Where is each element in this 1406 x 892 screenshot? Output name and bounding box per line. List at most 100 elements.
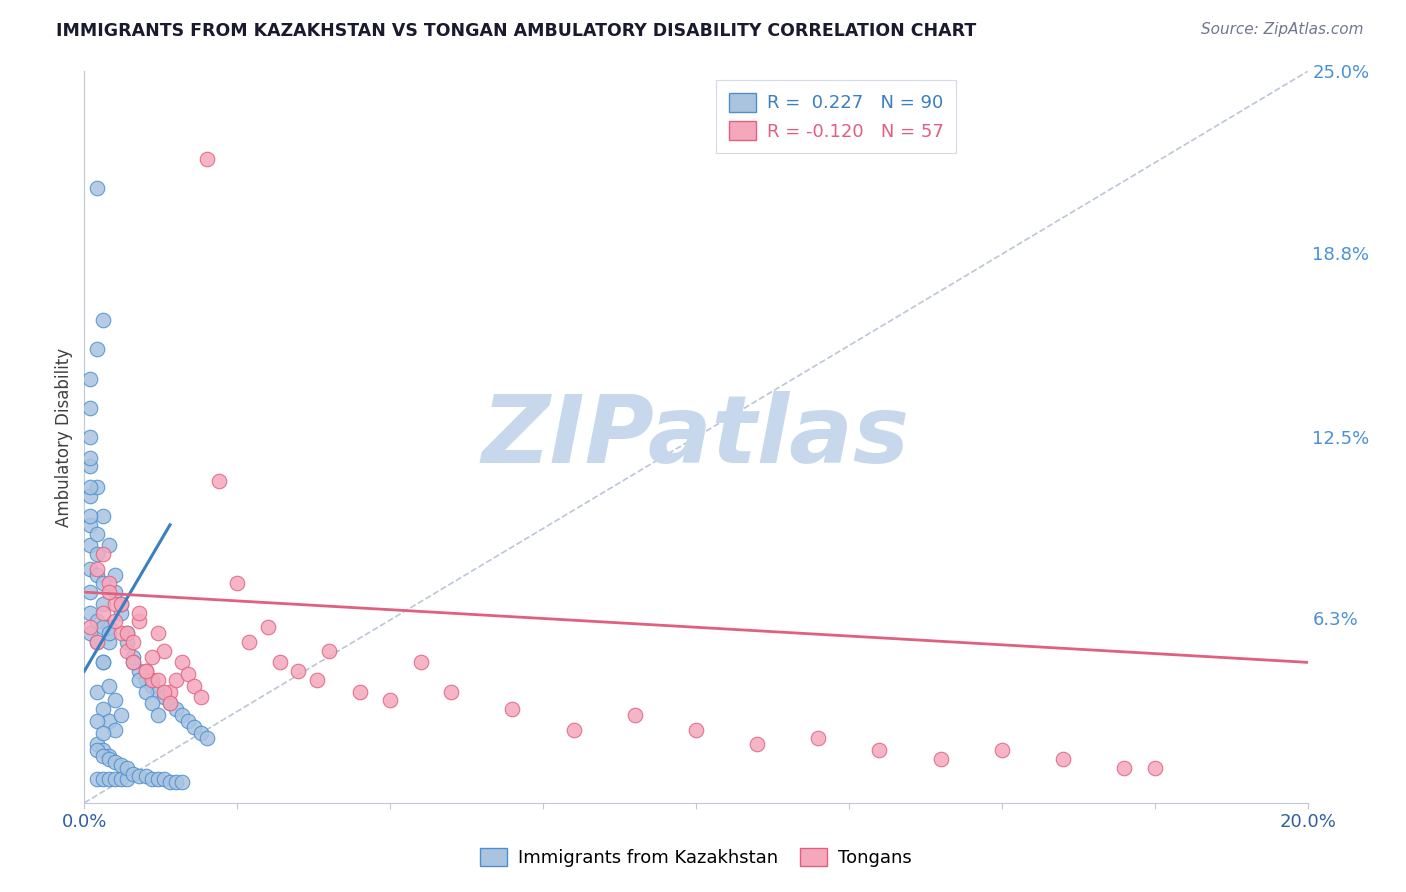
Point bbox=[110, 606, 132, 620]
Point bbox=[91, 620, 114, 634]
Point bbox=[91, 749, 114, 764]
Point bbox=[135, 673, 157, 687]
Point bbox=[91, 772, 114, 787]
Point bbox=[747, 737, 769, 751]
Point bbox=[91, 743, 114, 757]
Point bbox=[146, 684, 169, 698]
Point bbox=[97, 585, 120, 599]
Point bbox=[97, 635, 120, 649]
Point bbox=[104, 723, 127, 737]
Point bbox=[91, 313, 114, 327]
Point bbox=[165, 775, 187, 789]
Point bbox=[86, 343, 108, 357]
Point bbox=[624, 708, 647, 723]
Point bbox=[177, 667, 200, 681]
Point bbox=[115, 761, 138, 775]
Point bbox=[128, 615, 150, 629]
Point bbox=[128, 769, 150, 783]
Point bbox=[141, 649, 163, 664]
Point bbox=[79, 606, 101, 620]
Point bbox=[91, 725, 114, 739]
Point bbox=[79, 430, 101, 444]
Point bbox=[153, 772, 176, 787]
Point bbox=[153, 643, 176, 657]
Point bbox=[159, 696, 181, 710]
Point bbox=[97, 772, 120, 787]
Point bbox=[190, 725, 212, 739]
Point bbox=[110, 626, 132, 640]
Point bbox=[195, 731, 218, 746]
Point bbox=[380, 693, 402, 707]
Point bbox=[91, 656, 114, 670]
Point bbox=[159, 696, 181, 710]
Point bbox=[991, 743, 1014, 757]
Point bbox=[86, 635, 108, 649]
Point bbox=[869, 743, 891, 757]
Point bbox=[97, 679, 120, 693]
Point bbox=[172, 775, 194, 789]
Point bbox=[257, 620, 280, 634]
Point bbox=[104, 755, 127, 769]
Point bbox=[183, 679, 205, 693]
Point bbox=[86, 684, 108, 698]
Point bbox=[97, 576, 120, 591]
Point bbox=[86, 714, 108, 728]
Point bbox=[269, 656, 291, 670]
Point bbox=[79, 620, 101, 634]
Point bbox=[135, 684, 157, 698]
Point bbox=[79, 626, 101, 640]
Point bbox=[122, 635, 145, 649]
Point bbox=[135, 664, 157, 678]
Point bbox=[128, 606, 150, 620]
Point bbox=[86, 547, 108, 561]
Point bbox=[172, 708, 194, 723]
Point bbox=[110, 708, 132, 723]
Legend: Immigrants from Kazakhstan, Tongans: Immigrants from Kazakhstan, Tongans bbox=[472, 840, 920, 874]
Point bbox=[190, 690, 212, 705]
Point bbox=[97, 714, 120, 728]
Point bbox=[141, 696, 163, 710]
Point bbox=[141, 679, 163, 693]
Point bbox=[146, 708, 169, 723]
Point bbox=[305, 673, 328, 687]
Point bbox=[502, 702, 524, 716]
Point bbox=[86, 635, 108, 649]
Point bbox=[122, 656, 145, 670]
Point bbox=[104, 772, 127, 787]
Point bbox=[86, 737, 108, 751]
Point bbox=[97, 538, 120, 552]
Point bbox=[115, 643, 138, 657]
Point bbox=[159, 775, 181, 789]
Point bbox=[562, 723, 585, 737]
Point bbox=[79, 562, 101, 576]
Point bbox=[91, 702, 114, 716]
Point bbox=[146, 673, 169, 687]
Point bbox=[208, 474, 231, 488]
Point bbox=[177, 714, 200, 728]
Point bbox=[409, 656, 432, 670]
Point bbox=[159, 684, 181, 698]
Point bbox=[115, 772, 138, 787]
Point bbox=[115, 626, 138, 640]
Point bbox=[79, 538, 101, 552]
Point bbox=[135, 664, 157, 678]
Point bbox=[226, 576, 249, 591]
Text: IMMIGRANTS FROM KAZAKHSTAN VS TONGAN AMBULATORY DISABILITY CORRELATION CHART: IMMIGRANTS FROM KAZAKHSTAN VS TONGAN AMB… bbox=[56, 22, 977, 40]
Point bbox=[91, 597, 114, 611]
Point bbox=[141, 673, 163, 687]
Point bbox=[79, 371, 101, 385]
Point bbox=[153, 684, 176, 698]
Point bbox=[146, 626, 169, 640]
Point bbox=[86, 480, 108, 494]
Point bbox=[79, 517, 101, 532]
Point bbox=[165, 702, 187, 716]
Point bbox=[97, 626, 120, 640]
Point bbox=[115, 626, 138, 640]
Point bbox=[97, 752, 120, 766]
Point bbox=[91, 576, 114, 591]
Text: Source: ZipAtlas.com: Source: ZipAtlas.com bbox=[1201, 22, 1364, 37]
Point bbox=[349, 684, 371, 698]
Point bbox=[79, 459, 101, 474]
Point bbox=[79, 489, 101, 503]
Point bbox=[110, 772, 132, 787]
